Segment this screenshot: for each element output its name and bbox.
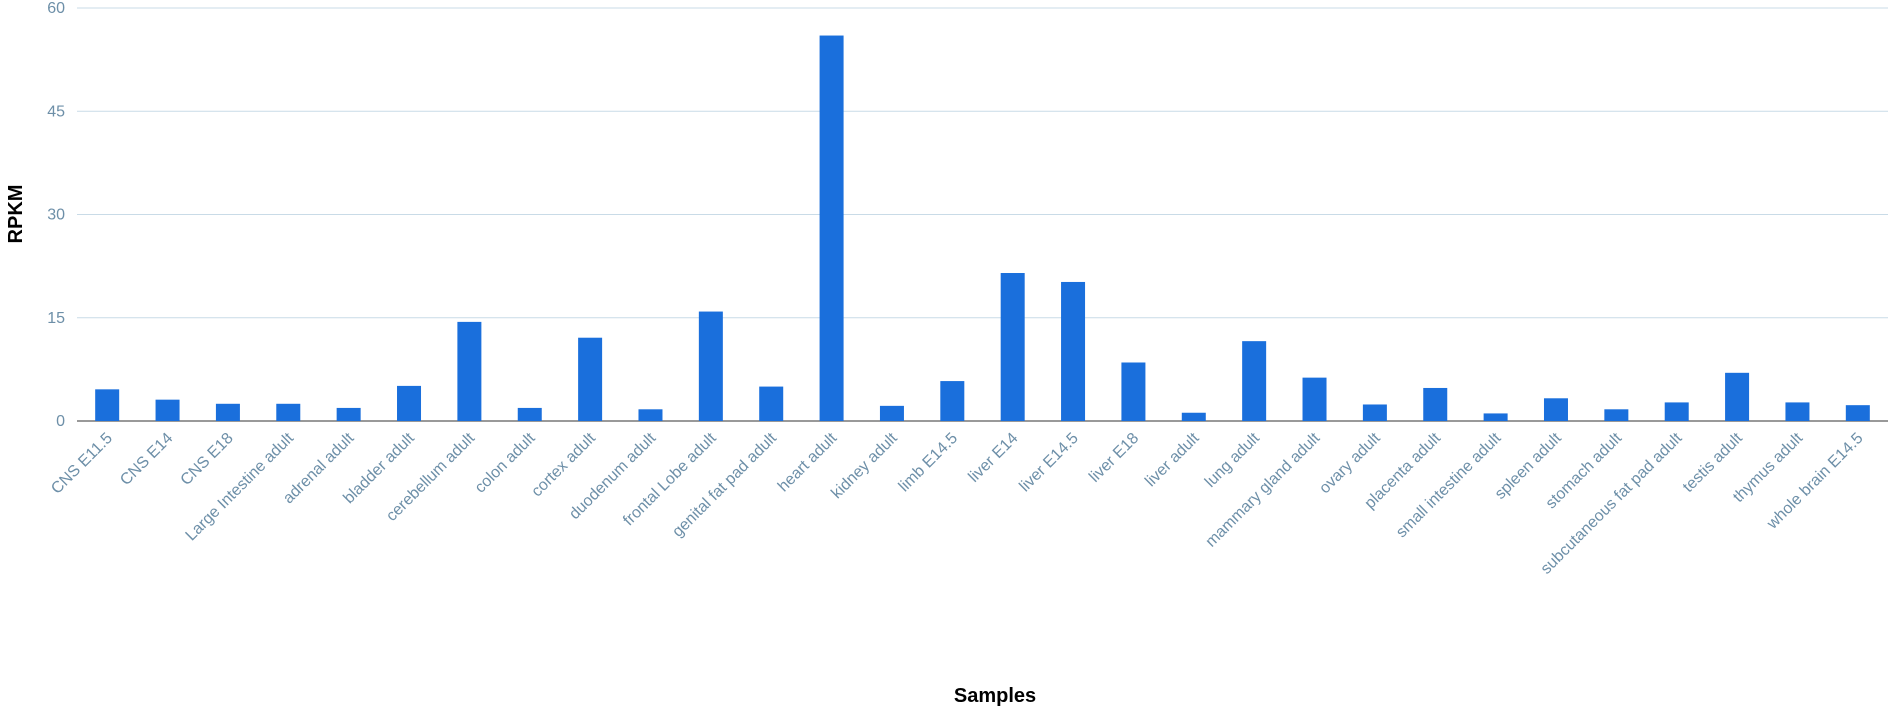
bar[interactable]: [759, 386, 784, 421]
bar[interactable]: [879, 405, 904, 421]
bar[interactable]: [1362, 404, 1387, 421]
bar[interactable]: [517, 407, 542, 421]
bar[interactable]: [1664, 402, 1689, 421]
bar[interactable]: [698, 311, 723, 421]
bar[interactable]: [95, 389, 120, 421]
bar[interactable]: [1785, 402, 1810, 421]
bar-series: [95, 35, 1870, 422]
x-tick-label: liver E14: [965, 430, 1021, 486]
bar[interactable]: [1423, 387, 1448, 421]
x-tick-label: small intestine adult: [1393, 429, 1505, 541]
y-tick-label: 45: [47, 103, 65, 120]
y-tick-label: 60: [47, 0, 65, 17]
x-tick-label: kidney adult: [828, 429, 901, 502]
bar[interactable]: [1483, 413, 1508, 421]
x-tick-label: liver E14.5: [1016, 430, 1082, 496]
x-tick-label: liver adult: [1142, 429, 1203, 490]
bar[interactable]: [1725, 372, 1750, 421]
x-tick-label: CNS E11.5: [48, 430, 116, 498]
bar[interactable]: [1543, 398, 1568, 421]
bar[interactable]: [1000, 273, 1025, 421]
x-tick-label: heart adult: [775, 429, 841, 495]
x-tick-label: genital fat pad adult: [669, 429, 780, 540]
bar[interactable]: [457, 321, 482, 421]
bar[interactable]: [1121, 362, 1146, 421]
x-axis-title: Samples: [954, 685, 1036, 707]
bar[interactable]: [336, 407, 361, 421]
bar[interactable]: [1604, 409, 1629, 421]
bar[interactable]: [397, 385, 422, 421]
grid-layer: [77, 7, 1888, 422]
x-tick-label: testis adult: [1680, 429, 1746, 495]
x-tick-label: mammary gland adult: [1203, 429, 1324, 550]
bar[interactable]: [1302, 377, 1327, 421]
x-tick-label: Large Intestine adult: [183, 429, 298, 544]
y-axis-title: RPKM: [5, 185, 27, 244]
y-tick-label: 0: [56, 413, 65, 430]
bar[interactable]: [819, 35, 844, 422]
y-axis-ticks: 0 15 30 45 60: [47, 0, 65, 430]
bar[interactable]: [1845, 405, 1870, 421]
bar[interactable]: [578, 337, 603, 421]
x-tick-label: CNS E18: [178, 430, 237, 489]
bar[interactable]: [940, 381, 965, 421]
bar[interactable]: [155, 399, 180, 421]
bar[interactable]: [215, 403, 240, 421]
x-tick-label: liver E18: [1086, 430, 1142, 486]
bar[interactable]: [638, 409, 663, 421]
bar[interactable]: [1181, 412, 1206, 421]
bar[interactable]: [1242, 341, 1267, 421]
x-tick-label: limb E14.5: [896, 430, 962, 496]
bar[interactable]: [276, 403, 301, 421]
x-tick-label: CNS E14: [117, 430, 176, 489]
x-tick-label: lung adult: [1202, 429, 1263, 490]
y-tick-label: 15: [47, 310, 65, 327]
bar[interactable]: [1061, 281, 1086, 421]
y-tick-label: 30: [47, 207, 65, 224]
